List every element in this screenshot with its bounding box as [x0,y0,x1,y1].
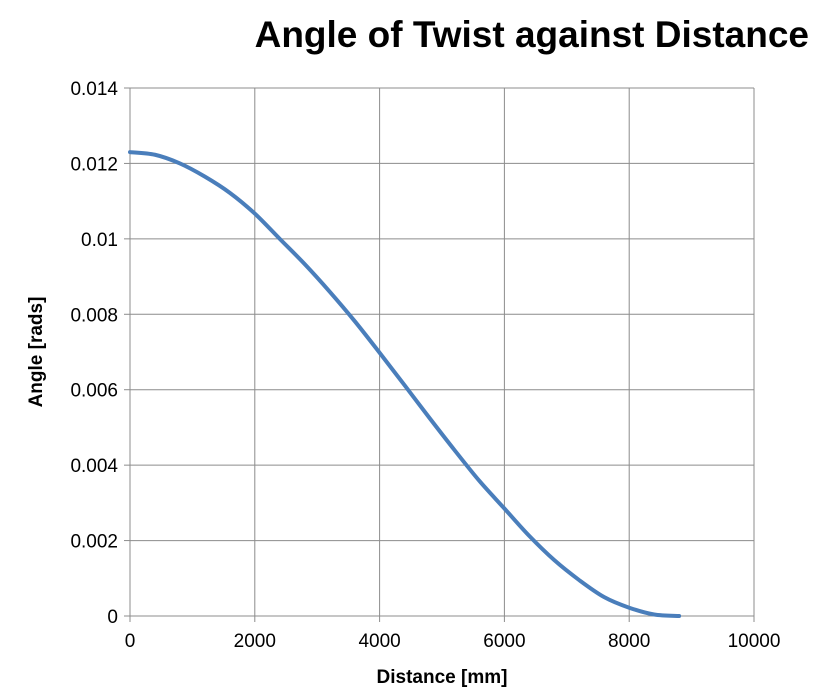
y-tick-label: 0.01 [81,230,118,251]
series-layer [128,150,682,618]
x-tick-label: 10000 [728,631,781,652]
y-tick-label: 0.014 [70,79,118,100]
y-tick-labels: 0 0.002 0.004 0.006 0.008 0.01 0.012 0.014 [70,79,118,628]
chart-title: Angle of Twist against Distance [254,14,809,55]
x-tick-label: 0 [125,631,136,652]
x-tick-label: 8000 [608,631,650,652]
y-tick-label: 0.004 [70,456,118,477]
y-axis-title: Angle [rads] [26,297,47,408]
gridlines [130,87,755,616]
y-tick-label: 0 [107,607,118,628]
x-tick-label: 6000 [483,631,525,652]
series-line-0 [128,150,682,618]
y-tick-label: 0.006 [70,381,118,402]
x-tick-label: 2000 [234,631,276,652]
x-tick-labels: 0 2000 4000 6000 8000 10000 [125,631,781,652]
x-tick-label: 4000 [358,631,400,652]
y-tick-label: 0.008 [70,305,118,326]
axes [124,87,755,622]
x-axis-title: Distance [mm] [377,667,508,688]
y-tick-label: 0.002 [70,532,118,553]
y-tick-label: 0.012 [70,154,118,175]
